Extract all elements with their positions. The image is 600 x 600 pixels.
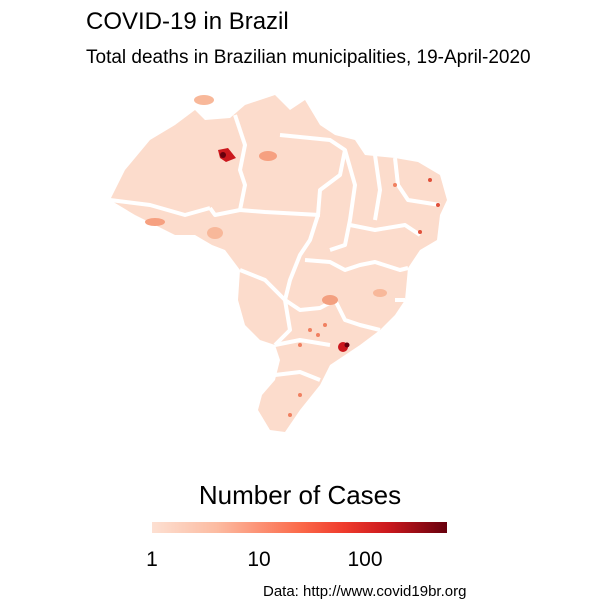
legend-tick-label-1: 1: [146, 548, 158, 571]
legend-tick-mark: [152, 533, 153, 537]
country-shape: [110, 95, 447, 432]
brazil-map: [109, 95, 447, 432]
hotspots: [145, 95, 440, 417]
data-source-caption: Data: http://www.covid19br.org: [263, 583, 467, 600]
map-title: COVID-19 in Brazil: [86, 8, 289, 35]
legend-color-bar: [152, 522, 447, 533]
legend-tick-label-10: 10: [247, 548, 271, 571]
legend-tick-mark: [365, 533, 366, 537]
map-subtitle: Total deaths in Brazilian municipalities…: [86, 47, 531, 68]
legend-tick-label-100: 100: [347, 548, 383, 571]
state-borders: [109, 114, 441, 382]
legend-title: Number of Cases: [198, 480, 402, 510]
legend-tick-mark: [259, 533, 260, 537]
